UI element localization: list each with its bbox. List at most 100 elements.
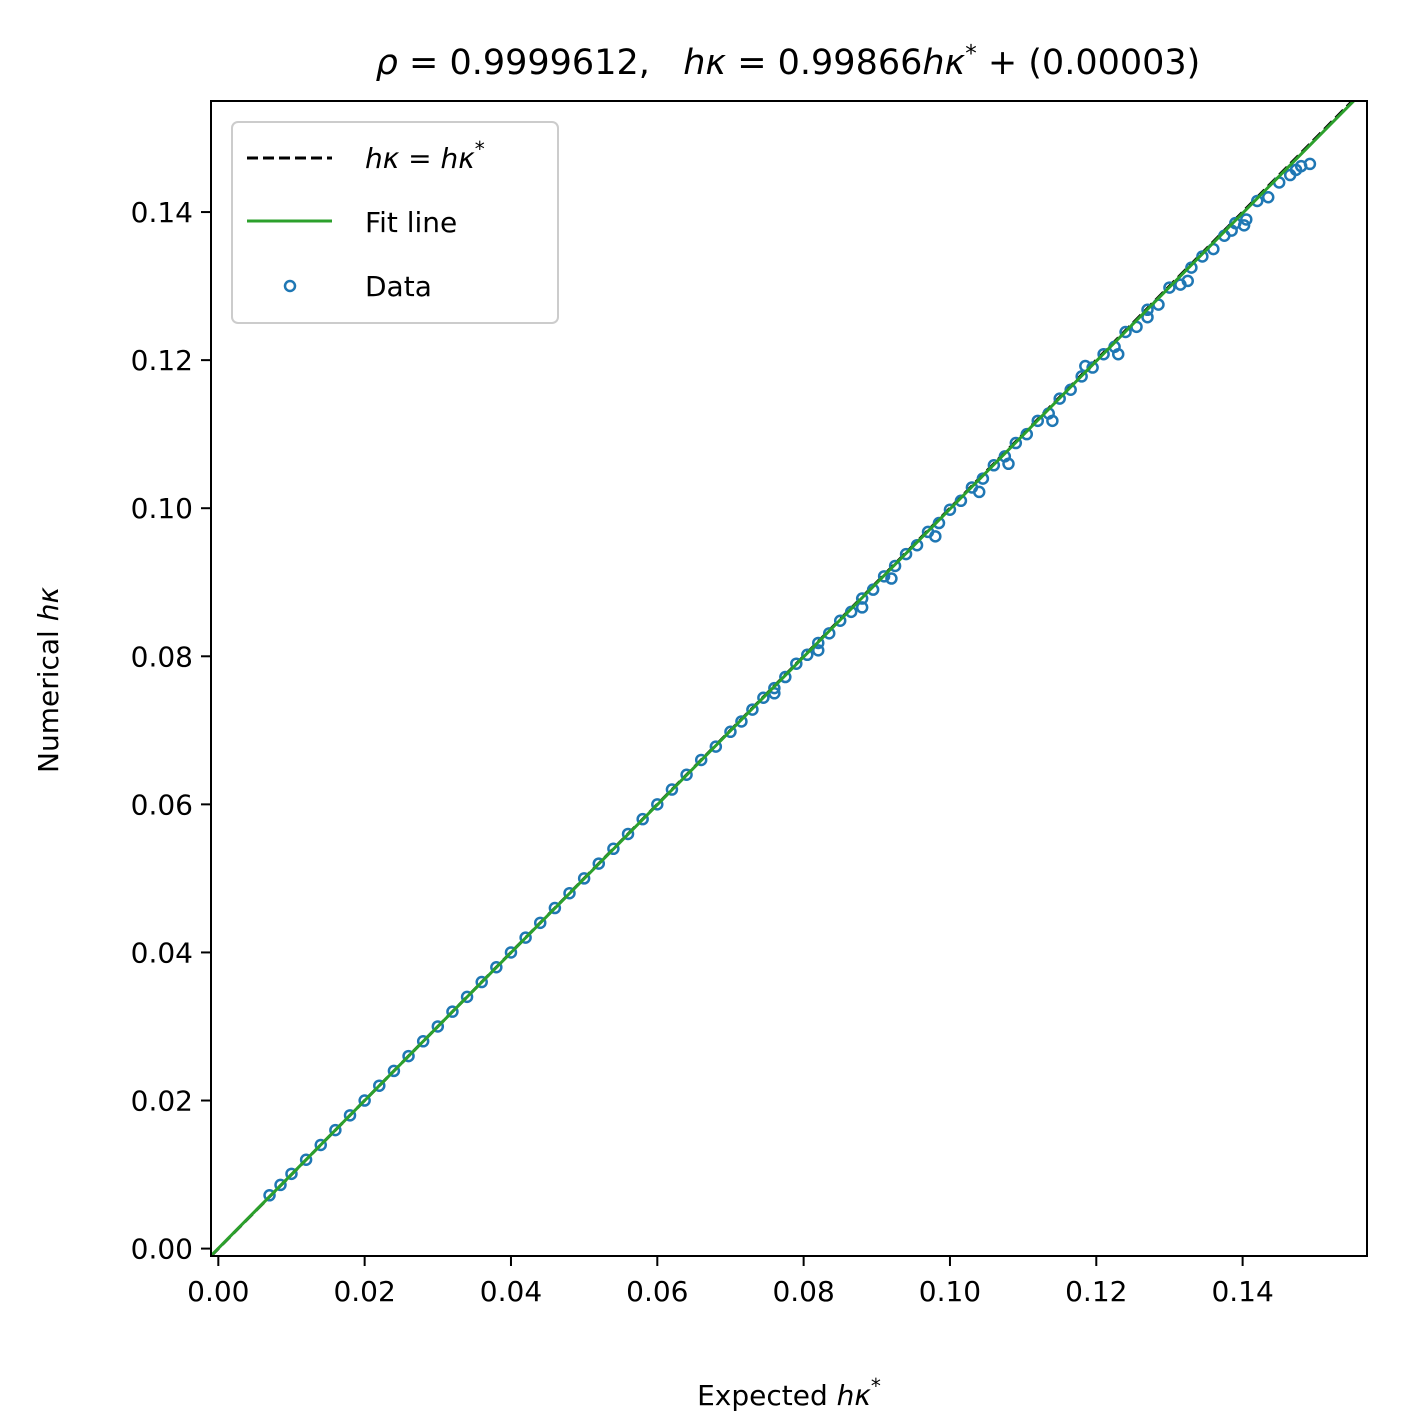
- data-point: [1119, 325, 1132, 339]
- y-tick-label: 0.02: [131, 1085, 193, 1118]
- x-tick-label: 0.06: [626, 1275, 688, 1308]
- y-tick-label: 0.12: [131, 344, 193, 377]
- y-axis-ticks: 0.00 0.02 0.04 0.06 0.08 0.10 0.12 0.14: [131, 196, 211, 1266]
- data-point: [929, 530, 942, 543]
- title-tail-text: + (0.00003): [977, 43, 1201, 83]
- plot-points-group: [211, 101, 1356, 1256]
- legend-data-label: Data: [365, 270, 432, 303]
- data-point: [490, 961, 503, 974]
- data-point: [519, 931, 532, 944]
- data-point: [563, 886, 576, 900]
- data-point: [431, 1020, 445, 1033]
- legend: hκ = hκ* Fit line Data: [231, 121, 559, 324]
- data-point: [855, 601, 869, 614]
- data-point: [1237, 219, 1251, 232]
- data-point: [1196, 250, 1209, 263]
- y-tick-label: 0.08: [131, 640, 193, 673]
- data-point: [790, 657, 803, 670]
- data-point: [373, 1079, 386, 1092]
- data-point: [709, 740, 723, 753]
- x-tick-label: 0.08: [772, 1275, 834, 1308]
- data-point: [387, 1064, 401, 1078]
- title-rho-symbol: ρ: [376, 43, 398, 83]
- data-point: [812, 644, 825, 657]
- title-hk-symbol: hκ: [683, 43, 726, 83]
- y-tick-label: 0.06: [131, 788, 193, 821]
- title-mid-text: = 0.99866: [726, 43, 922, 83]
- x-tick-label: 0.12: [1065, 1275, 1127, 1308]
- data-point: [1181, 274, 1194, 288]
- data-point: [885, 572, 898, 585]
- data-point: [416, 1035, 430, 1048]
- data-point: [504, 946, 518, 959]
- x-tick-label: 0.14: [1211, 1275, 1273, 1308]
- data-point: [735, 715, 748, 728]
- data-point: [475, 975, 488, 989]
- data-point: [757, 691, 770, 704]
- data-point: [446, 1005, 459, 1018]
- x-axis-ticks: 0.00 0.02 0.04 0.06 0.08 0.10 0.12 0.14: [187, 1256, 1274, 1308]
- data-point: [877, 570, 891, 583]
- legend-fit-line-label: Fit line: [365, 206, 457, 239]
- data-point: [358, 1094, 371, 1107]
- y-tick-label: 0.00: [131, 1233, 193, 1266]
- data-point: [1075, 370, 1088, 383]
- data-point: [724, 725, 737, 739]
- data-point: [899, 547, 913, 561]
- x-axis-label-text: Expected: [697, 1379, 837, 1412]
- data-point: [1185, 261, 1198, 274]
- data-point: [285, 1167, 298, 1181]
- data-point: [833, 614, 847, 627]
- data-point: [651, 798, 664, 811]
- title-star: *: [965, 41, 977, 67]
- data-point: [1240, 213, 1253, 226]
- data-point: [888, 559, 902, 573]
- data-point: [1053, 392, 1066, 405]
- data-point: [812, 636, 825, 650]
- data-point: [460, 990, 474, 1004]
- data-point: [343, 1109, 357, 1122]
- data-point: [1046, 414, 1059, 428]
- x-tick-label: 0.02: [333, 1275, 395, 1308]
- data-point: [299, 1153, 313, 1166]
- y-tick-label: 0.10: [131, 492, 193, 525]
- data-point: [1002, 457, 1015, 471]
- data-point: [1141, 310, 1154, 324]
- data-point: [1303, 157, 1317, 171]
- data-point: [402, 1049, 415, 1063]
- data-point: [779, 670, 792, 684]
- y-tick-label: 0.14: [131, 196, 193, 229]
- data-point: [533, 916, 547, 930]
- x-axis-label: Expected hκ*: [697, 1374, 881, 1412]
- x-tick-label: 0.00: [187, 1275, 249, 1308]
- legend-reference-star: *: [475, 137, 485, 161]
- data-point: [972, 485, 986, 499]
- data-point: [548, 901, 562, 915]
- data-point: [263, 1189, 276, 1202]
- y-axis-label: Numerical hκ: [32, 587, 65, 773]
- chart-title: ρ = 0.9999612, hκ = 0.99866hκ* + (0.0000…: [376, 41, 1201, 83]
- y-axis-label-text: Numerical: [32, 621, 65, 773]
- data-point: [694, 753, 708, 767]
- data-point: [665, 783, 679, 796]
- data-point: [987, 459, 1001, 472]
- data-point: [801, 648, 814, 662]
- data-point: [1086, 361, 1099, 374]
- data-point: [1251, 194, 1264, 208]
- x-axis-label-symbol: hκ: [837, 1379, 872, 1412]
- data-point: [1097, 347, 1110, 361]
- data-point: [329, 1123, 342, 1137]
- data-point: [621, 827, 635, 841]
- data-point: [577, 872, 591, 885]
- legend-reference-line-label: hκ = hκ*: [365, 137, 485, 175]
- data-point: [274, 1178, 287, 1192]
- data-point: [1261, 191, 1275, 204]
- data-point: [1163, 281, 1176, 294]
- x-axis-label-star: *: [871, 1374, 881, 1398]
- data-point: [822, 627, 836, 640]
- data-point: [1141, 303, 1154, 317]
- data-point: [636, 812, 649, 826]
- legend-box: [231, 121, 559, 324]
